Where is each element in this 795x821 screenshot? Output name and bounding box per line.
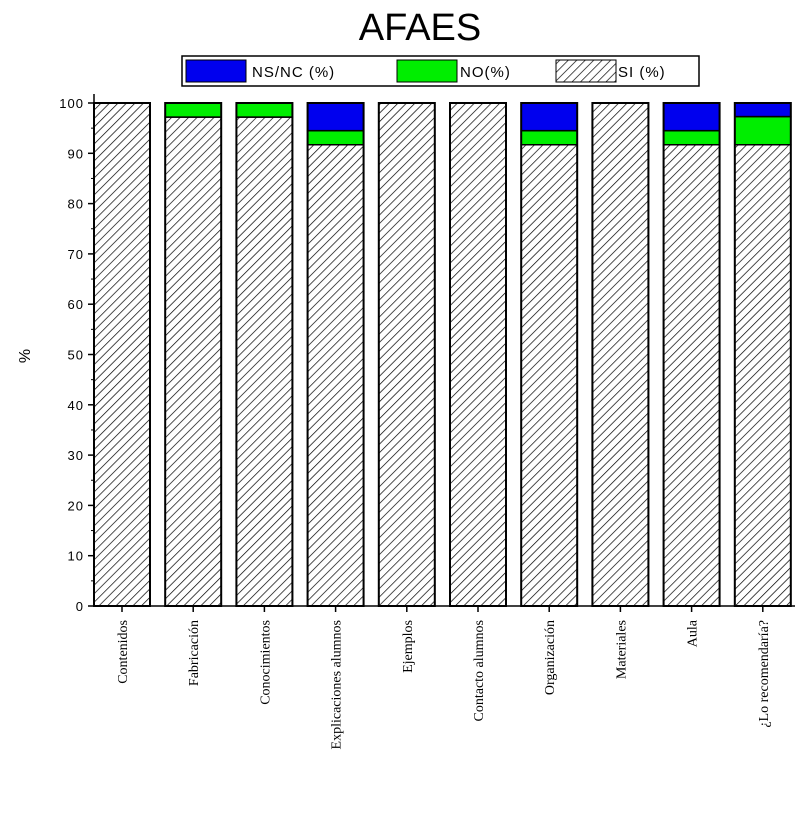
bar-segment xyxy=(520,143,578,607)
x-tick-label: Contenidos xyxy=(116,620,131,684)
y-tick-label: 0 xyxy=(76,599,84,614)
x-tick-label: Organización xyxy=(543,620,558,695)
bar-segment xyxy=(734,143,792,607)
bar-segment xyxy=(164,102,222,118)
y-tick-label: 50 xyxy=(68,348,84,363)
y-tick-label: 90 xyxy=(68,146,84,161)
y-tick-label: 30 xyxy=(68,448,84,463)
legend-label: SI (%) xyxy=(618,64,666,81)
y-axis-label: % xyxy=(17,349,34,363)
bar-segment xyxy=(378,102,436,607)
x-tick-label: ¿Lo recomendaría? xyxy=(757,620,772,728)
chart-title: AFAES xyxy=(359,7,482,49)
bar-segment xyxy=(93,102,151,607)
legend-swatch xyxy=(555,59,617,83)
x-tick-label: Explicaciones alumnos xyxy=(330,620,345,749)
y-tick-label: 80 xyxy=(68,197,84,212)
x-tick-label: Conocimientos xyxy=(258,620,273,705)
legend: NS/NC (%) NO(%) SI (%) xyxy=(181,55,700,87)
bar-segment xyxy=(306,143,365,607)
legend-label: NS/NC (%) xyxy=(252,64,335,81)
bar-segment xyxy=(235,102,294,118)
y-tick-label: 40 xyxy=(68,398,84,413)
y-tick-label: 100 xyxy=(59,96,84,111)
y-tick-label: 20 xyxy=(68,498,84,513)
x-tick-label: Contacto alumnos xyxy=(472,620,487,722)
bar-segment xyxy=(164,116,222,607)
y-tick-label: 60 xyxy=(68,297,84,312)
plot-area: Contenidos Fabricación Conocimientos Explic… xyxy=(59,94,795,749)
legend-swatch xyxy=(185,59,247,83)
bar-segment xyxy=(734,102,792,118)
x-tick-label: Materiales xyxy=(614,620,629,679)
bar-segment xyxy=(520,129,578,146)
bar-segment xyxy=(306,129,365,146)
bar-segment xyxy=(306,102,365,132)
y-tick-label: 70 xyxy=(68,247,84,262)
x-tick-label: Aula xyxy=(686,619,701,647)
legend-label: NO(%) xyxy=(460,64,511,81)
bar-segment xyxy=(520,102,578,132)
bar-segment xyxy=(591,102,650,607)
x-tick-label: Ejemplos xyxy=(401,620,416,673)
bar-segment xyxy=(235,116,294,607)
legend-swatch xyxy=(396,59,458,83)
x-tick-label: Fabricación xyxy=(187,620,202,686)
y-tick-label: 10 xyxy=(68,549,84,564)
bar-segment xyxy=(662,129,721,146)
bar-segment xyxy=(662,102,721,132)
bar-segment xyxy=(734,115,792,146)
bar-segment xyxy=(449,102,507,607)
bar-segment xyxy=(662,143,721,607)
